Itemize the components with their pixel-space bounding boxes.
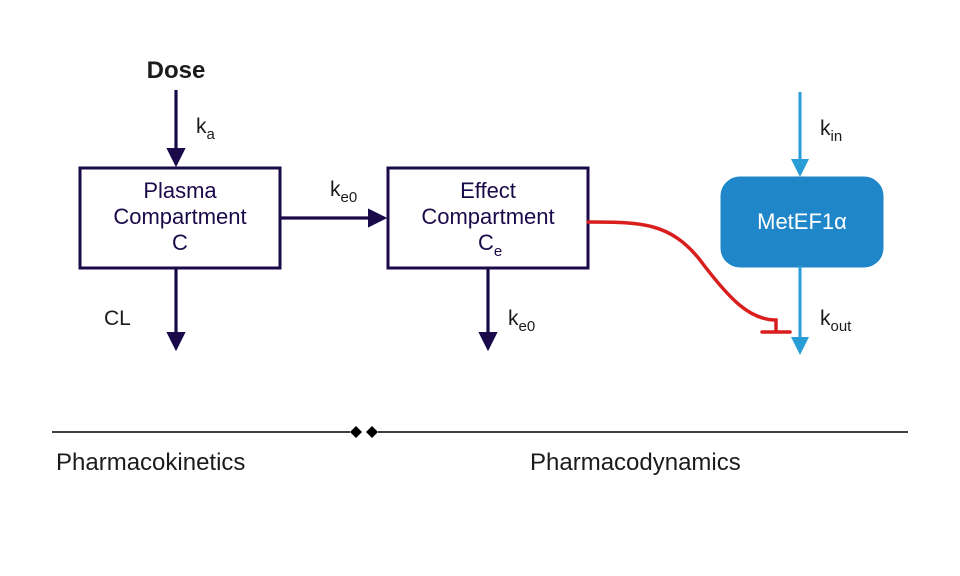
canvas-bg [0, 0, 960, 576]
plasma-line2: Compartment [113, 204, 246, 229]
section-pd-label: Pharmacodynamics [530, 449, 741, 476]
dose-label: Dose [147, 57, 206, 84]
effect-line1: Effect [460, 178, 516, 203]
metef1a-label: MetEF1α [757, 209, 847, 234]
cl-label: CL [104, 307, 131, 330]
section-pk-label: Pharmacokinetics [56, 449, 245, 476]
effect-line2: Compartment [421, 204, 554, 229]
plasma-line3: C [172, 230, 188, 255]
plasma-line1: Plasma [143, 178, 217, 203]
